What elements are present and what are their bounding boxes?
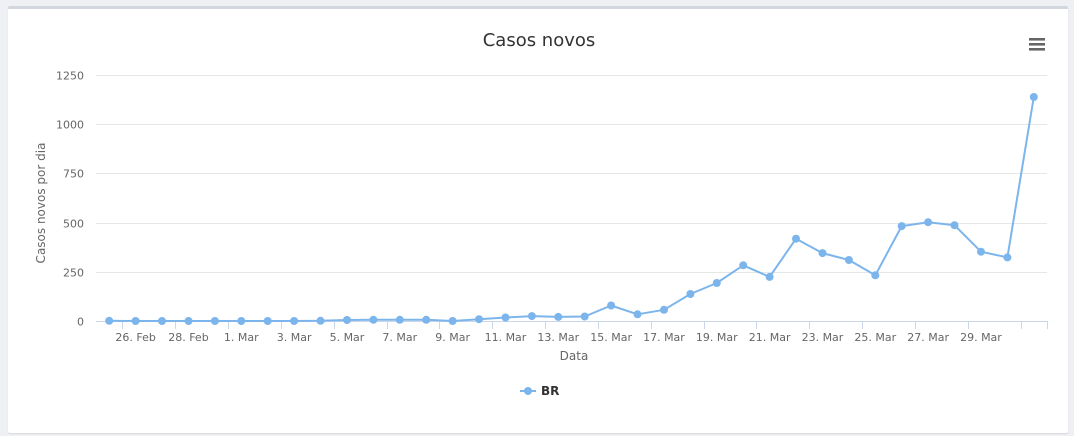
data-point[interactable] (1029, 93, 1038, 101)
data-point[interactable] (527, 312, 536, 321)
y-tick-label: 1000 (56, 119, 84, 132)
data-point[interactable] (633, 310, 642, 319)
x-tick-label: 1. Mar (224, 331, 259, 344)
x-tick-label: 27. Mar (907, 331, 949, 344)
legend[interactable]: BR (520, 384, 559, 398)
data-point[interactable] (818, 249, 827, 258)
x-axis: 26. Feb 28. Feb 1. Mar 3. Mar 5. Mar 7. Mar 9.… (96, 321, 1048, 344)
y-axis: 0 250 500 750 1000 1250 (56, 70, 84, 329)
data-point[interactable] (844, 256, 853, 264)
series-br (105, 93, 1038, 325)
data-point[interactable] (660, 305, 668, 314)
chart-card: 26. Feb 28. Feb 1. Mar 3. Mar 5. Mar 7. Mar 9.… (8, 6, 1068, 433)
data-point[interactable] (792, 234, 800, 243)
data-point[interactable] (343, 316, 351, 324)
x-tick-label: 25. Mar (854, 331, 896, 344)
y-tick-label: 250 (63, 267, 84, 280)
data-point[interactable] (977, 247, 985, 256)
x-tick-label: 23. Mar (802, 331, 844, 344)
data-point[interactable] (158, 317, 166, 325)
data-point[interactable] (263, 317, 272, 325)
hamburger-menu-icon[interactable] (1026, 33, 1048, 55)
x-axis-title: Data (560, 349, 589, 363)
data-point[interactable] (712, 279, 721, 287)
data-point[interactable] (501, 313, 510, 322)
y-tick-label: 750 (63, 168, 84, 181)
data-point[interactable] (316, 316, 325, 325)
data-point[interactable] (475, 315, 483, 324)
data-point[interactable] (422, 315, 431, 324)
x-tick-label: 29. Mar (960, 331, 1002, 344)
line-chart: 26. Feb 28. Feb 1. Mar 3. Mar 5. Mar 7. Mar 9.… (34, 30, 1048, 398)
x-tick-label: 21. Mar (749, 331, 791, 344)
data-point[interactable] (210, 317, 219, 325)
legend-label: BR (541, 384, 559, 398)
y-tick-label: 500 (63, 218, 84, 231)
data-point[interactable] (395, 315, 404, 324)
y-axis-title: Casos novos por dia (34, 143, 48, 264)
x-tick-label: 9. Mar (435, 331, 470, 344)
data-point[interactable] (369, 315, 378, 324)
data-point[interactable] (739, 261, 748, 270)
series-line (109, 96, 1035, 322)
data-point[interactable] (607, 301, 616, 310)
data-point[interactable] (554, 312, 563, 321)
y-tick-label: 0 (77, 316, 84, 329)
x-tick-label: 19. Mar (696, 331, 738, 344)
data-point[interactable] (580, 312, 589, 321)
x-tick-label: 7. Mar (382, 331, 417, 344)
data-point[interactable] (950, 221, 959, 230)
data-point[interactable] (131, 317, 140, 325)
data-point[interactable] (448, 317, 457, 325)
data-point[interactable] (686, 290, 695, 298)
grid-lines (96, 75, 1047, 273)
data-point[interactable] (105, 316, 114, 325)
x-tick-label: 15. Mar (590, 331, 632, 344)
chart-title: Casos novos (483, 30, 596, 51)
y-tick-label: 1250 (56, 70, 84, 83)
data-point[interactable] (871, 271, 880, 280)
x-tick-label: 17. Mar (643, 331, 685, 344)
x-tick-label: 11. Mar (485, 331, 527, 344)
x-tick-label: 28. Feb (168, 331, 208, 344)
data-point[interactable] (184, 317, 193, 325)
x-tick-label: 13. Mar (537, 331, 579, 344)
data-point[interactable] (924, 218, 933, 227)
legend-point-marker (524, 387, 532, 395)
x-tick-label: 26. Feb (115, 331, 155, 344)
data-point[interactable] (897, 222, 906, 231)
data-point[interactable] (237, 317, 246, 325)
x-tick-label: 5. Mar (330, 331, 365, 344)
x-tick-label: 3. Mar (277, 331, 312, 344)
data-point[interactable] (1003, 253, 1012, 262)
data-point[interactable] (765, 272, 774, 281)
data-point[interactable] (290, 317, 299, 325)
